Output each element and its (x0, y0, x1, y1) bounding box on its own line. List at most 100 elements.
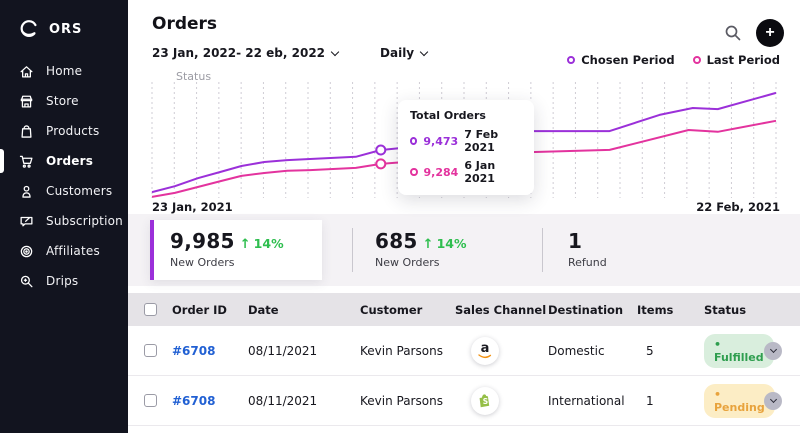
sales-channel: a (455, 336, 515, 365)
data-point-marker (375, 158, 387, 170)
expand-row-button[interactable] (764, 391, 782, 410)
stat-delta: 14% (436, 236, 467, 251)
legend-chosen-period[interactable]: Chosen Period (567, 53, 675, 67)
order-date: 08/11/2021 (248, 393, 318, 408)
destination: International (548, 393, 625, 408)
sidebar-item-store[interactable]: Store (0, 86, 128, 116)
chart-legend: Chosen Period Last Period (567, 53, 780, 67)
customer-name: Kevin Parsons (360, 393, 443, 408)
stat-value: 685 (375, 229, 418, 253)
tooltip-date: 6 Jan 2021 (464, 159, 496, 185)
up-arrow-icon: ↑ (422, 237, 434, 252)
series-line-chosen-period (151, 91, 777, 194)
x-axis-end: 22 Feb, 2021 (696, 200, 780, 214)
tooltip-value: 9,473 (423, 134, 459, 148)
legend-label: Last Period (706, 53, 780, 67)
sales-channel: S (455, 386, 515, 415)
table-row[interactable]: #6708 08/11/2021 Kevin Parsons a Domestic 5 • … (128, 326, 800, 376)
x-axis-labels: 23 Jan, 2021 22 Feb, 2021 (152, 200, 780, 214)
status-badge: • Fulfilled (704, 333, 774, 368)
stat-label: New Orders (170, 256, 235, 269)
series-ring-icon (410, 168, 418, 176)
y-axis-label: Status (176, 70, 212, 83)
items-count: 1 (646, 393, 654, 408)
table-header: Order ID Date Customer Sales Channel Destina… (128, 293, 800, 326)
expand-row-button[interactable] (764, 341, 782, 360)
sidebar-item-label: Orders (46, 154, 94, 168)
destination: Domestic (548, 343, 605, 358)
stat-value: 9,985 (170, 229, 235, 253)
sidebar-item-drips[interactable]: Drips (0, 266, 128, 296)
sidebar-item-customers[interactable]: Customers (0, 176, 128, 206)
legend-ring-icon (692, 56, 701, 64)
svg-text:S: S (483, 397, 488, 406)
items-count: 5 (646, 343, 654, 358)
subscription-icon (19, 214, 34, 229)
tooltip-value: 9,284 (423, 165, 459, 179)
sidebar-item-label: Home (46, 64, 83, 78)
sidebar-item-label: Customers (46, 184, 113, 198)
chevron-down-icon (330, 47, 340, 56)
sidebar-nav: Home Store Products Orders Customers Subscrip… (0, 56, 128, 296)
table-row[interactable]: #6708 08/11/2021 Kevin Parsons S Internation… (128, 376, 800, 426)
order-date: 08/11/2021 (248, 343, 318, 358)
legend-last-period[interactable]: Last Period (692, 53, 780, 67)
page-title: Orders (152, 14, 218, 34)
data-point-marker (375, 144, 387, 156)
column-header: Sales Channel (455, 302, 547, 317)
sidebar-item-affiliates[interactable]: Affiliates (0, 236, 128, 266)
sidebar: ORS Home Store Products Orders Customers Subs… (0, 0, 128, 433)
add-button[interactable]: + (756, 19, 784, 47)
stat-delta: 14% (253, 236, 284, 251)
order-id-link[interactable]: #6708 (172, 393, 216, 408)
home-icon (19, 64, 34, 79)
frequency-dropdown[interactable]: Daily (380, 46, 429, 60)
customers-icon (19, 184, 34, 199)
products-icon (19, 124, 34, 139)
orders-table: Order ID Date Customer Sales Channel Destina… (128, 293, 800, 426)
shopify-icon: S (471, 386, 499, 415)
x-axis-start: 23 Jan, 2021 (152, 200, 233, 214)
series-line-last-period (151, 119, 777, 198)
sidebar-item-label: Products (46, 124, 100, 138)
legend-ring-icon (567, 56, 576, 64)
logo-text: ORS (49, 21, 83, 37)
status-badge: • Pending (704, 383, 775, 418)
column-header: Destination (548, 302, 624, 317)
toolbar: + (722, 19, 784, 47)
table-body: #6708 08/11/2021 Kevin Parsons a Domestic 5 • … (128, 326, 800, 426)
select-all-checkbox[interactable] (144, 303, 157, 316)
row-checkbox[interactable] (144, 394, 157, 407)
sidebar-item-products[interactable]: Products (0, 116, 128, 146)
column-header: Date (248, 302, 279, 317)
ors-logo-icon (18, 18, 40, 40)
sidebar-item-label: Store (46, 94, 79, 108)
frequency-value: Daily (380, 46, 415, 60)
sidebar-item-home[interactable]: Home (0, 56, 128, 86)
stat-divider (542, 228, 543, 272)
affiliates-icon (19, 244, 34, 259)
tooltip-date: 7 Feb 2021 (464, 128, 499, 154)
stat-new-orders: 685 ↑ 14% New Orders (353, 229, 542, 269)
customer-name: Kevin Parsons (360, 343, 443, 358)
sidebar-item-label: Drips (46, 274, 79, 288)
sidebar-item-subscription[interactable]: Subscription (0, 206, 128, 236)
stat-label: New Orders (375, 256, 440, 269)
tooltip-row: 9,473 7 Feb 2021 (410, 128, 522, 154)
sidebar-item-label: Subscription (46, 214, 123, 228)
row-checkbox[interactable] (144, 344, 157, 357)
search-icon[interactable] (722, 22, 744, 44)
logo: ORS (0, 0, 128, 56)
date-range-dropdown[interactable]: 23 Jan, 2022- 22 eb, 2022 (152, 46, 340, 60)
order-id-link[interactable]: #6708 (172, 343, 216, 358)
controls: 23 Jan, 2022- 22 eb, 2022 Daily (152, 46, 429, 60)
legend-label: Chosen Period (581, 53, 675, 67)
store-icon (19, 94, 34, 109)
stat-new-orders: 9,985 ↑ 14% New Orders (150, 220, 322, 280)
tooltip-row: 9,284 6 Jan 2021 (410, 159, 522, 185)
chevron-down-icon (419, 47, 429, 56)
sidebar-item-orders[interactable]: Orders (0, 146, 128, 176)
chart-tooltip: Total Orders 9,473 7 Feb 2021 9,284 6 Ja… (398, 100, 534, 195)
column-header: Items (637, 302, 674, 317)
